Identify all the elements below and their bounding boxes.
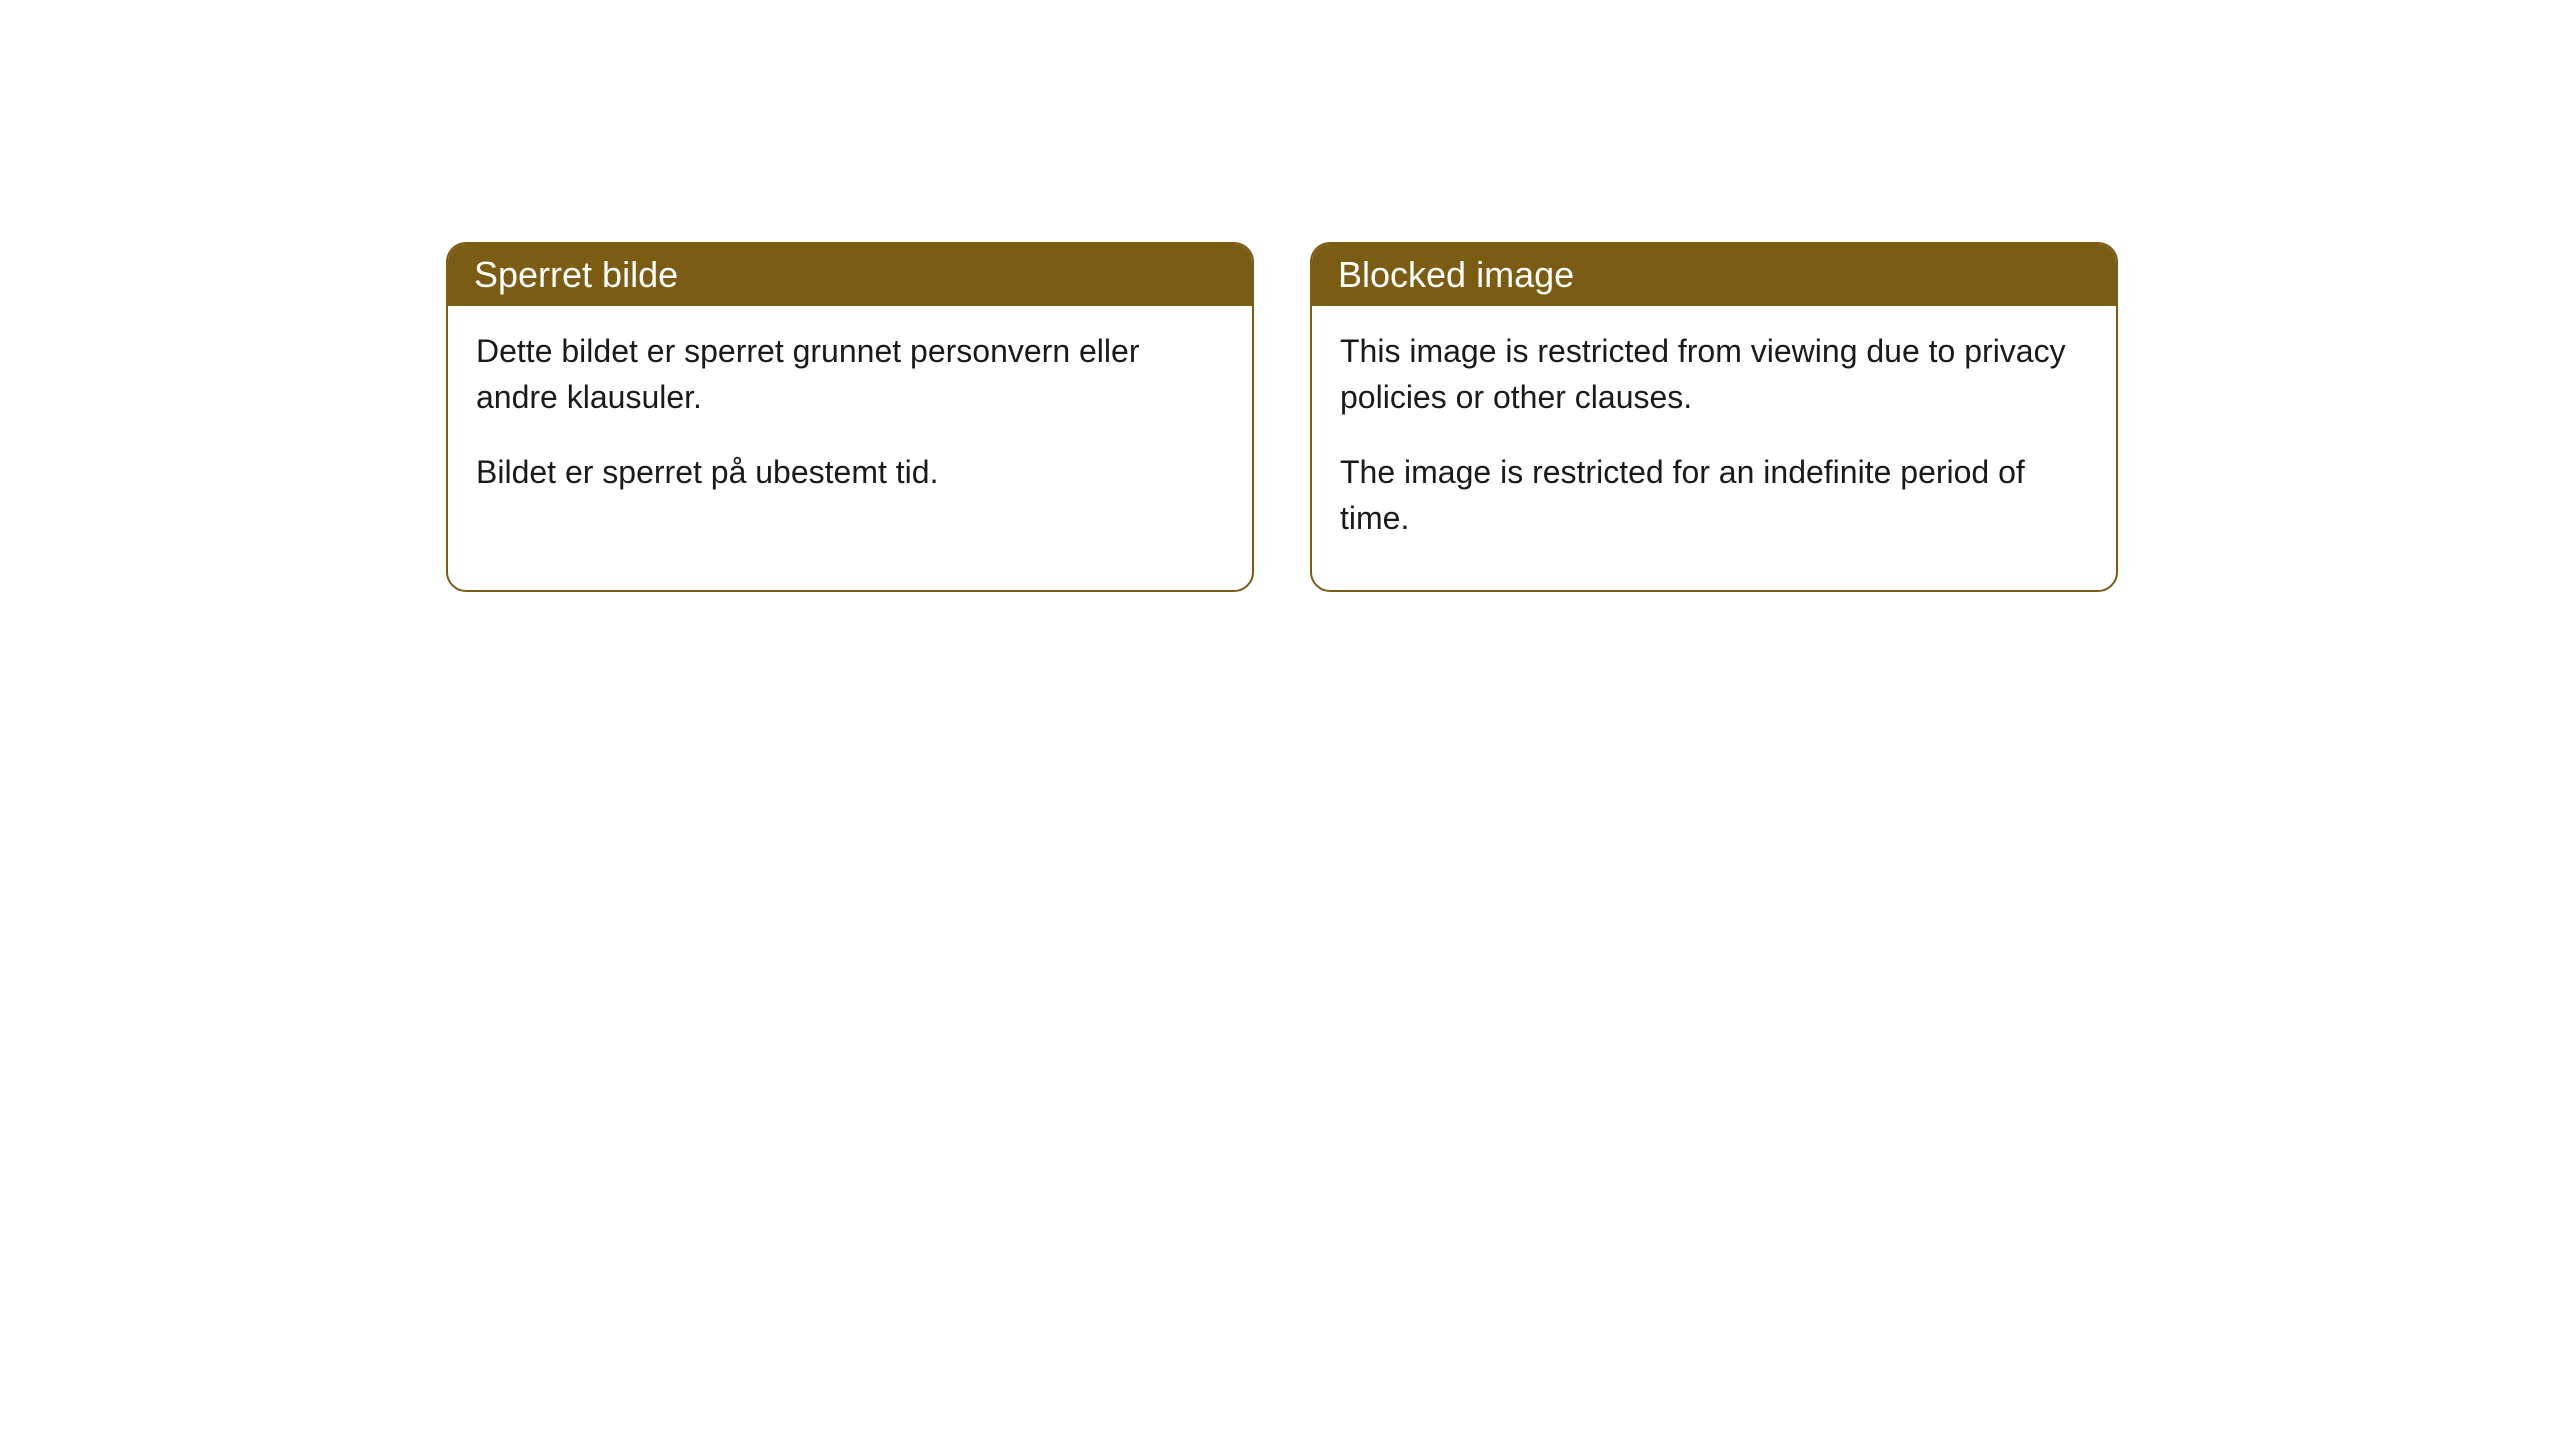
cards-container: Sperret bilde Dette bildet er sperret gr… [0, 0, 2560, 592]
notice-card-norwegian: Sperret bilde Dette bildet er sperret gr… [446, 242, 1254, 592]
card-body: Dette bildet er sperret grunnet personve… [448, 306, 1252, 543]
notice-card-english: Blocked image This image is restricted f… [1310, 242, 2118, 592]
card-title: Blocked image [1338, 254, 1574, 295]
card-paragraph: The image is restricted for an indefinit… [1340, 449, 2088, 542]
card-header: Blocked image [1312, 244, 2116, 306]
card-paragraph: Bildet er sperret på ubestemt tid. [476, 449, 1224, 495]
card-title: Sperret bilde [474, 254, 678, 295]
card-paragraph: This image is restricted from viewing du… [1340, 328, 2088, 421]
card-header: Sperret bilde [448, 244, 1252, 306]
card-paragraph: Dette bildet er sperret grunnet personve… [476, 328, 1224, 421]
card-body: This image is restricted from viewing du… [1312, 306, 2116, 590]
